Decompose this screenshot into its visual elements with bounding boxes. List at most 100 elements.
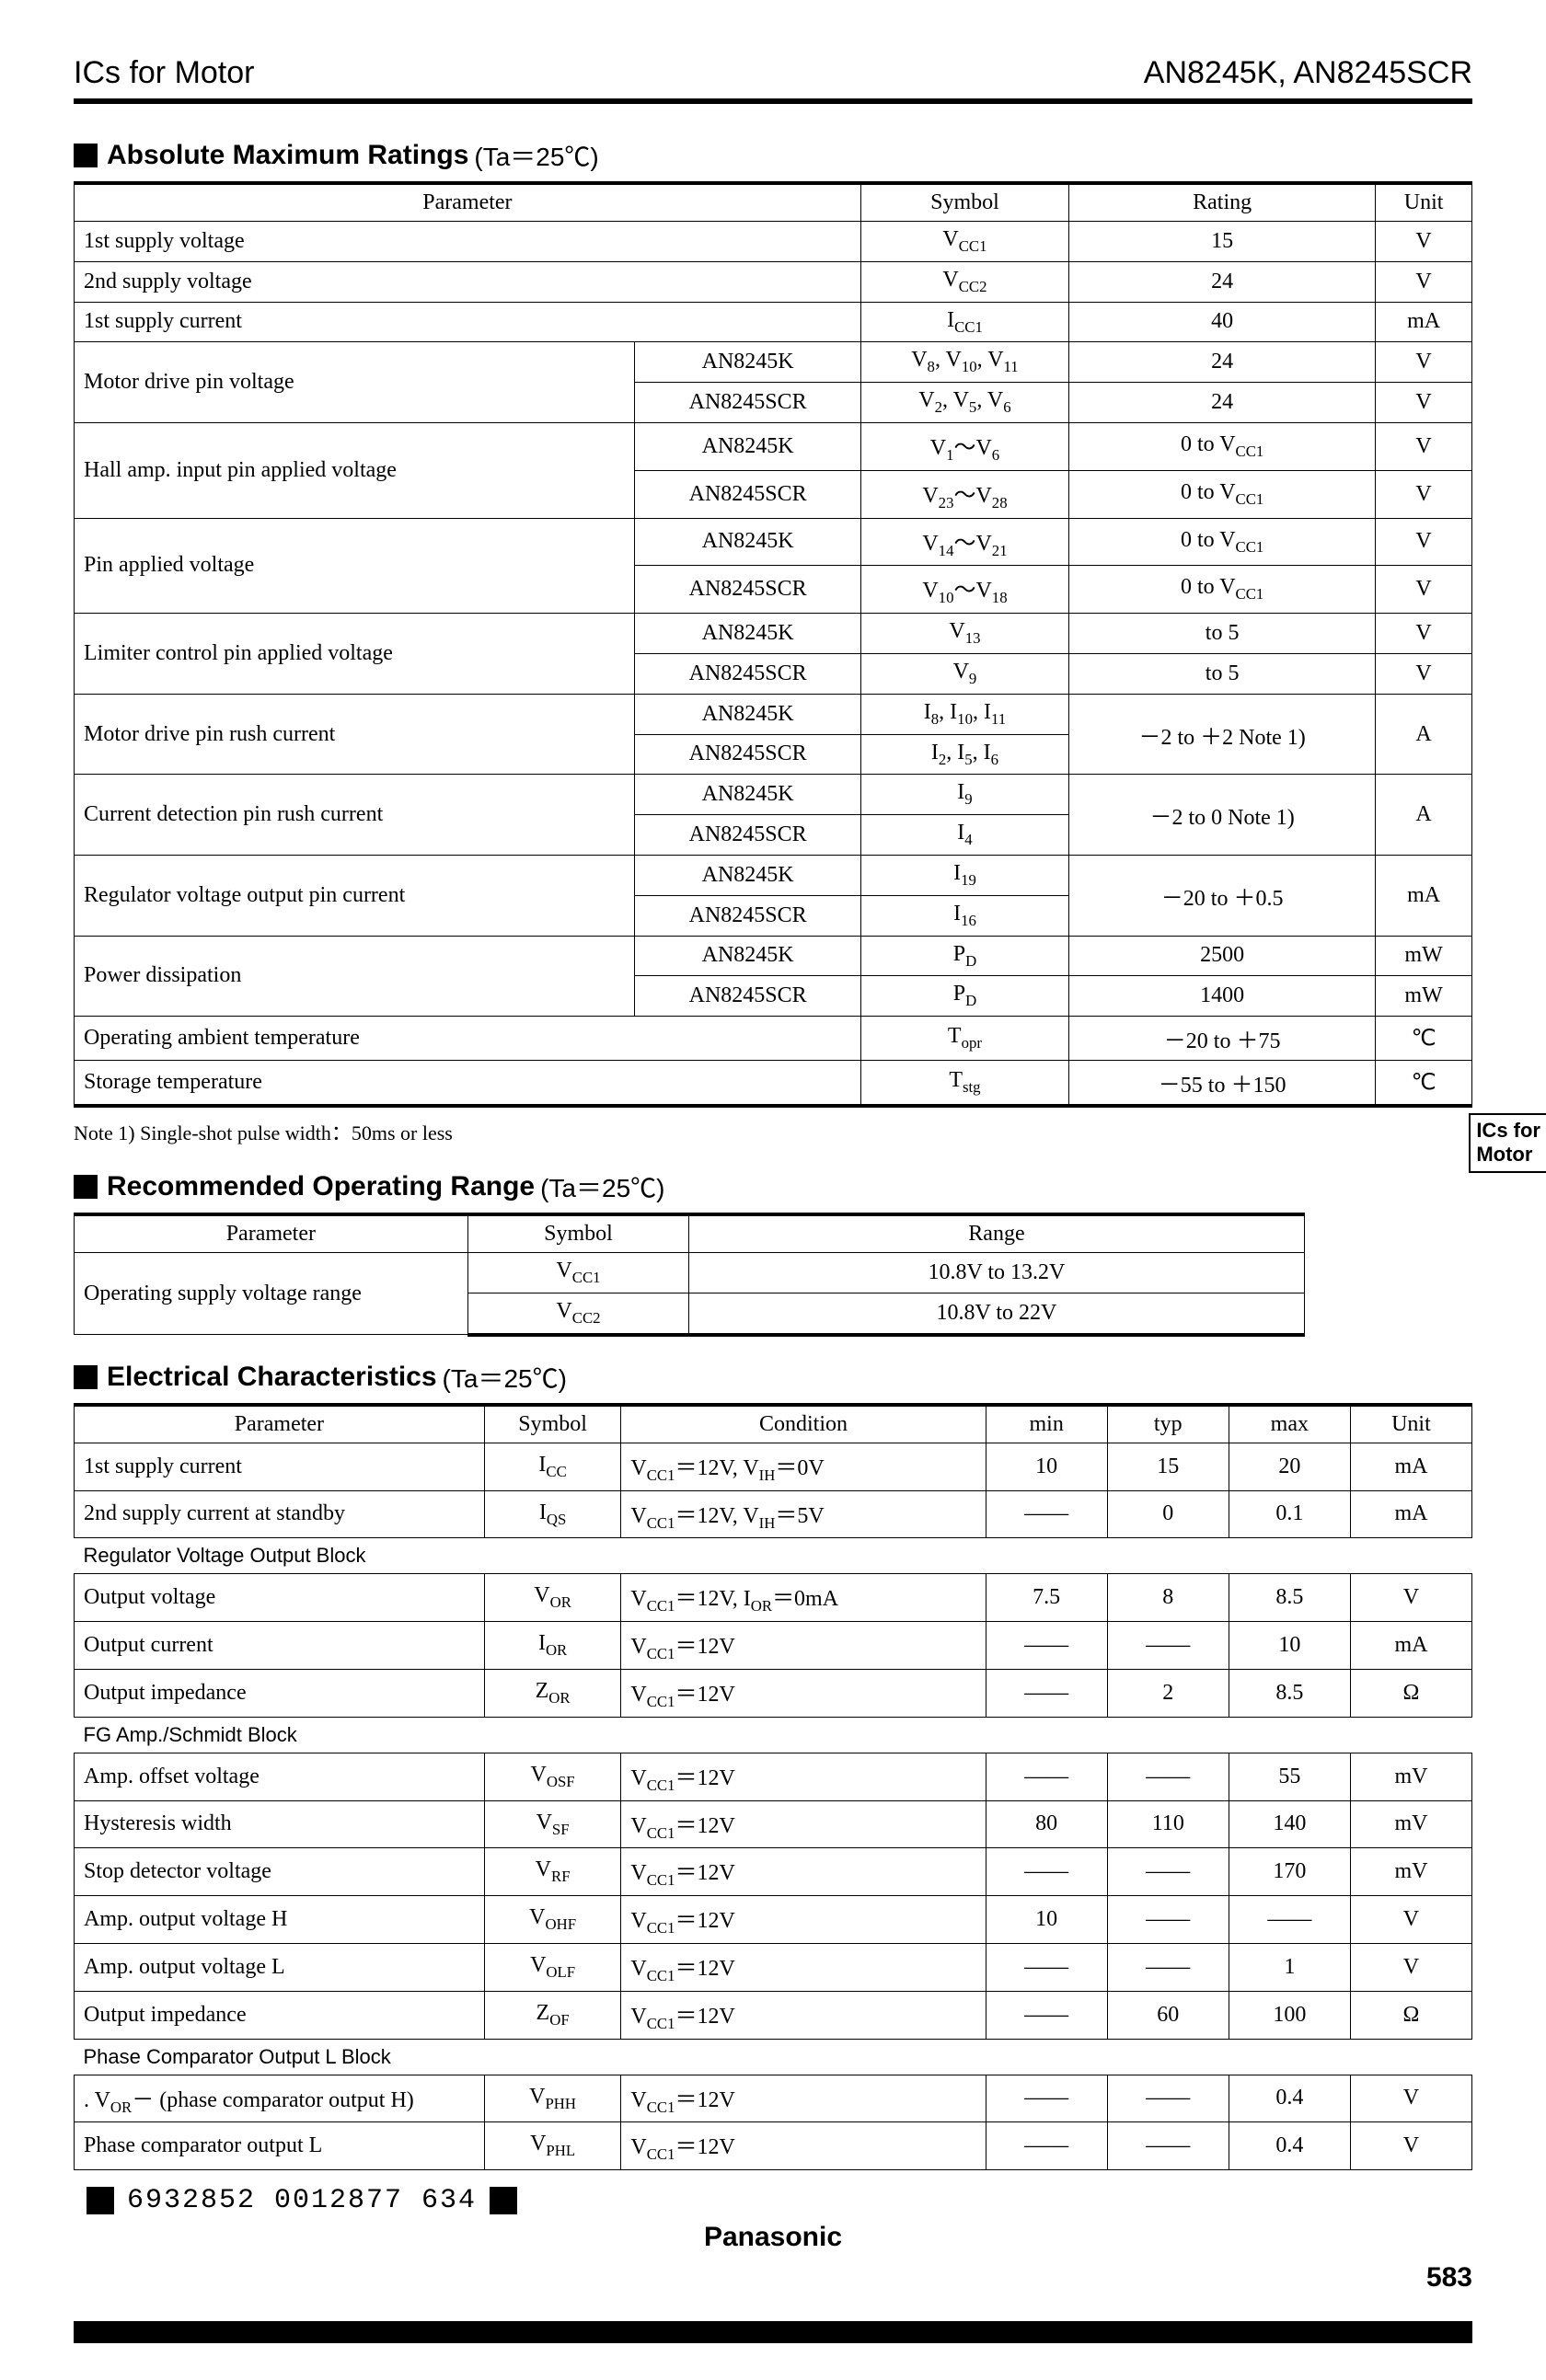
rec-param: Operating supply voltage range <box>75 1253 468 1335</box>
ele-typ: —— <box>1107 1848 1229 1896</box>
ele-param: Output impedance <box>75 1669 485 1717</box>
ele-symbol: IOR <box>484 1622 621 1670</box>
ele-sub-label: FG Amp./Schmidt Block <box>75 1717 1472 1753</box>
section-title-absolute: Absolute Maximum Ratings (Ta＝25℃) <box>74 137 1472 174</box>
abs-unit: A <box>1376 775 1472 856</box>
abs-variant: AN8245SCR <box>635 734 860 775</box>
abs-cond: (Ta＝25℃) <box>474 137 598 174</box>
ele-head-row: Parameter Symbol Condition min typ max U… <box>75 1405 1472 1443</box>
ele-sub-label: Regulator Voltage Output Block <box>75 1538 1472 1574</box>
abs-rating: 2500 <box>1069 936 1376 976</box>
table-row: Regulator voltage output pin currentAN82… <box>75 855 1472 895</box>
table-row: Current detection pin rush currentAN8245… <box>75 775 1472 815</box>
ele-param: Output current <box>75 1622 485 1670</box>
footer: 6932852 0012877 634 Panasonic 583 <box>74 2185 1472 2294</box>
abs-variant: AN8245K <box>635 694 860 734</box>
ele-h-param: Parameter <box>75 1405 485 1443</box>
abs-param: 2nd supply voltage <box>75 261 861 302</box>
abs-unit: ℃ <box>1376 1017 1472 1061</box>
abs-symbol: I16 <box>860 895 1068 936</box>
abs-variant: AN8245K <box>635 855 860 895</box>
side-tab-l2: Motor <box>1476 1143 1540 1167</box>
abs-symbol: I19 <box>860 855 1068 895</box>
ele-unit: mA <box>1350 1490 1471 1538</box>
abs-variant: AN8245K <box>635 936 860 976</box>
rec-h-param: Parameter <box>75 1214 468 1253</box>
ele-symbol: ZOF <box>484 1991 621 2039</box>
ele-cond: VCC1＝12V <box>621 1943 986 1991</box>
rec-range: 10.8V to 13.2V <box>689 1253 1304 1293</box>
ele-max: 170 <box>1229 1848 1350 1896</box>
ele-unit: mA <box>1350 1443 1471 1490</box>
ele-param: Phase comparator output L <box>75 2122 485 2170</box>
abs-rating: －55 to ＋150 <box>1069 1061 1376 1107</box>
ele-cond: VCC1＝12V, VIH＝5V <box>621 1490 986 1538</box>
table-row: 1st supply currentICC140mA <box>75 302 1472 342</box>
abs-symbol: V14～V21 <box>860 518 1068 566</box>
abs-param: 1st supply current <box>75 302 861 342</box>
abs-unit: V <box>1376 614 1472 654</box>
abs-variant: AN8245K <box>635 342 860 383</box>
abs-unit: mW <box>1376 936 1472 976</box>
abs-rating: 15 <box>1069 222 1376 262</box>
abs-rating: 0 to VCC1 <box>1069 518 1376 566</box>
abs-variant: AN8245K <box>635 422 860 470</box>
ele-cond: VCC1＝12V, VIH＝0V <box>621 1443 986 1490</box>
ele-subheading: Phase Comparator Output L Block <box>75 2039 1472 2075</box>
table-row: 1st supply currentICCVCC1＝12V, VIH＝0V101… <box>75 1443 1472 1490</box>
rec-table: Parameter Symbol Range Operating supply … <box>74 1213 1305 1337</box>
ele-h-typ: typ <box>1107 1405 1229 1443</box>
ele-sub-label: Phase Comparator Output L Block <box>75 2039 1472 2075</box>
ele-unit: V <box>1350 1574 1471 1622</box>
ele-symbol: VRF <box>484 1848 621 1896</box>
abs-variant: AN8245K <box>635 775 860 815</box>
table-row: Amp. output voltage LVOLFVCC1＝12V————1V <box>75 1943 1472 1991</box>
ele-h-unit: Unit <box>1350 1405 1471 1443</box>
ele-param: 1st supply current <box>75 1443 485 1490</box>
abs-symbol: V2, V5, V6 <box>860 383 1068 423</box>
abs-table: Parameter Symbol Rating Unit 1st supply … <box>74 181 1472 1108</box>
ele-unit: V <box>1350 1943 1471 1991</box>
ele-max: 0.1 <box>1229 1490 1350 1538</box>
ele-min: —— <box>986 1848 1107 1896</box>
table-row: Operating supply voltage rangeVCC110.8V … <box>75 1253 1305 1293</box>
ele-typ: 60 <box>1107 1991 1229 2039</box>
abs-param: Hall amp. input pin applied voltage <box>75 422 635 518</box>
ele-typ: 2 <box>1107 1669 1229 1717</box>
table-row: Limiter control pin applied voltageAN824… <box>75 614 1472 654</box>
abs-variant: AN8245SCR <box>635 470 860 518</box>
abs-h-unit: Unit <box>1376 183 1472 222</box>
abs-param: Regulator voltage output pin current <box>75 855 635 936</box>
side-tab: ICs for Motor <box>1469 1113 1546 1173</box>
ele-min: —— <box>986 1943 1107 1991</box>
ele-typ: 0 <box>1107 1490 1229 1538</box>
page-number: 583 <box>74 2262 1472 2294</box>
abs-variant: AN8245K <box>635 518 860 566</box>
ele-symbol: VPHL <box>484 2122 621 2170</box>
ele-param: 2nd supply current at standby <box>75 1490 485 1538</box>
abs-symbol: V1～V6 <box>860 422 1068 470</box>
ele-param: Amp. output voltage H <box>75 1896 485 1944</box>
abs-title: Absolute Maximum Ratings <box>107 140 468 171</box>
ele-cond: VCC1＝12V <box>621 2122 986 2170</box>
abs-rating: －20 to ＋75 <box>1069 1017 1376 1061</box>
ele-title: Electrical Characteristics <box>107 1362 437 1393</box>
ele-max: 8.5 <box>1229 1669 1350 1717</box>
ele-cond: VCC1＝12V <box>621 1622 986 1670</box>
ele-symbol: IQS <box>484 1490 621 1538</box>
ele-param: Amp. output voltage L <box>75 1943 485 1991</box>
abs-symbol: ICC1 <box>860 302 1068 342</box>
abs-h-param: Parameter <box>75 183 861 222</box>
table-row: Hall amp. input pin applied voltageAN824… <box>75 422 1472 470</box>
ele-min: —— <box>986 1753 1107 1800</box>
abs-unit: A <box>1376 694 1472 775</box>
ele-max: 100 <box>1229 1991 1350 2039</box>
ele-min: —— <box>986 2122 1107 2170</box>
rec-title: Recommended Operating Range <box>107 1171 535 1202</box>
bottom-black-strip <box>74 2321 1472 2343</box>
table-row: 2nd supply current at standbyIQSVCC1＝12V… <box>75 1490 1472 1538</box>
ele-unit: Ω <box>1350 1669 1471 1717</box>
abs-variant: AN8245SCR <box>635 653 860 694</box>
ele-cond: VCC1＝12V <box>621 1896 986 1944</box>
ele-unit: mA <box>1350 1622 1471 1670</box>
